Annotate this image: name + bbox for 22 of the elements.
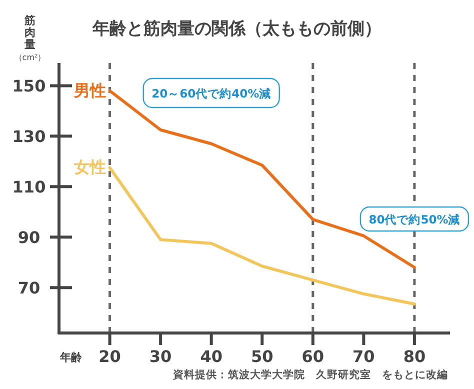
y-tick-label: 130 bbox=[12, 127, 46, 146]
annotation: 20～60代で約40%減 bbox=[152, 86, 272, 100]
y-tick-label: 110 bbox=[12, 178, 46, 197]
y-tick-label: 90 bbox=[18, 228, 40, 248]
x-tick-label: 80 bbox=[403, 347, 426, 366]
x-tick-label: 70 bbox=[352, 347, 375, 366]
y-tick-label: 70 bbox=[18, 278, 40, 298]
x-tick-label: 20 bbox=[98, 347, 121, 366]
annotation: 80代で約50%減 bbox=[360, 206, 470, 232]
series-label: 男性 bbox=[72, 80, 106, 100]
x-tick-label: 30 bbox=[149, 347, 172, 366]
annotation: 20～60代で約40%減 bbox=[142, 78, 280, 108]
x-tick-label: 50 bbox=[250, 347, 274, 366]
text: 資料提供：筑波大学大学院 久野研究室 をもとに改編 bbox=[172, 368, 448, 381]
x-tick-label: 40 bbox=[200, 347, 222, 366]
x-tick-label: 60 bbox=[302, 347, 324, 366]
annotation: 80代で約50%減 bbox=[368, 212, 460, 226]
x-axis-title: 年齢 bbox=[59, 351, 83, 364]
chart-title: 年齢と筋肉量の関係（太ももの前側） bbox=[92, 19, 382, 39]
y-tick-label: 150 bbox=[12, 76, 46, 96]
ylabel: 筋肉量（cm²） bbox=[14, 14, 46, 62]
series-label: 女性 bbox=[72, 158, 106, 177]
